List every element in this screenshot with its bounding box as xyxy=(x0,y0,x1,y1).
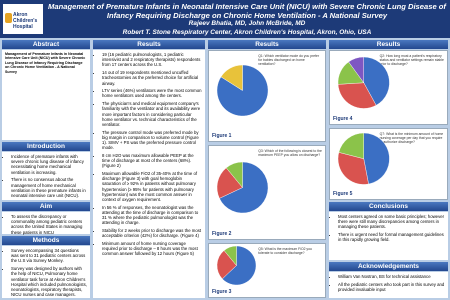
affiliation: Robert T. Stone Respiratory Center, Akro… xyxy=(122,29,372,36)
pie-slice xyxy=(338,133,364,160)
figure-label: Figure 3 xyxy=(212,289,232,295)
logo: Akron Children's Hospital xyxy=(3,4,43,34)
header-band xyxy=(0,0,450,38)
section-heading: Introduction xyxy=(2,142,90,151)
abstract-text: Management of Premature Infants in Neona… xyxy=(2,50,90,140)
figure-label: Figure 2 xyxy=(212,231,232,237)
bullet-list: Most centers agreed on some basic princi… xyxy=(332,214,445,243)
bullet: LTV series (46%) ventilators were the mo… xyxy=(102,88,202,98)
bullet: To assess the discrepancy or commonality… xyxy=(11,214,87,235)
figure-question: Q5: What is the maximum FiO2 you tolerat… xyxy=(258,247,312,255)
pie-chart xyxy=(216,161,269,214)
figure-panel: Q5: What is the maximum FiO2 you tolerat… xyxy=(208,243,326,298)
bullet: Minimum amount of home nursing coverage … xyxy=(102,241,202,257)
pie-slice xyxy=(216,250,237,280)
figure-label: Figure 4 xyxy=(333,116,353,122)
section-heading: Results xyxy=(208,40,326,49)
figure-panel: Q7: What is the minimum amount of home n… xyxy=(329,128,448,200)
figure-label: Figure 1 xyxy=(212,133,232,139)
section-heading: Results xyxy=(329,40,448,49)
authors: Rajeev Bhatia, MD, John McBride, MD xyxy=(188,20,306,27)
figure-panel: Q1: Which ventilator mode do you prefer … xyxy=(208,50,326,142)
pie-chart xyxy=(216,65,269,117)
bullet: The physician's and medical equipment co… xyxy=(102,101,202,127)
bullet: There is urgent need for formal manageme… xyxy=(338,232,445,242)
pie-slice xyxy=(219,161,269,214)
pie-slice xyxy=(348,56,364,84)
pie-slice xyxy=(223,245,237,267)
bullet: Survey was designed by authors with the … xyxy=(11,266,87,297)
section-box: William Van Nostran, BS for technical as… xyxy=(329,272,448,298)
bullet: All the pediatric centers who took part … xyxy=(338,282,445,292)
pie-slice xyxy=(337,152,369,185)
pie-chart xyxy=(337,133,390,185)
bullet: In 56 % of responses, the neonatologist … xyxy=(102,205,202,226)
section-box: To assess the discrepancy or commonality… xyxy=(2,212,90,235)
bullet: There is no consensus about the manageme… xyxy=(11,177,87,198)
bullet: 8 cm H2O was maximum allowable PEEP at t… xyxy=(102,153,202,169)
bullet: William Van Nostran, BS for technical as… xyxy=(338,274,445,279)
section-box: Survey encompassing 34 questions was sen… xyxy=(2,246,90,298)
figure-question: Q1: Which ventilator mode do you prefer … xyxy=(258,54,320,66)
section-box: Most centers agreed on some basic princi… xyxy=(329,212,448,260)
bullet: Maximum allowable FiO2 of 35-40% at the … xyxy=(102,171,202,202)
bullet: 14 out of 19 respondents mentioned uncuf… xyxy=(102,70,202,86)
bullet: Stability for 2 weeks prior to discharge… xyxy=(102,228,202,238)
bullet: 19 (16 pediatric pulmonologists, 1 pedia… xyxy=(102,52,202,68)
figure-panel: Q3: Which of the following is closest to… xyxy=(208,145,326,240)
section-heading: Acknowledgements xyxy=(329,262,448,271)
bullet: The pressure control mode was preferred … xyxy=(102,130,202,151)
section-box: Incidence of premature infants with seve… xyxy=(2,152,90,200)
section-heading: Results xyxy=(93,40,205,49)
section-heading: Conclusions xyxy=(329,202,448,211)
figure-question: Q3: Which of the following is closest to… xyxy=(258,149,322,157)
pie-slice xyxy=(222,245,257,286)
figure-label: Figure 5 xyxy=(333,191,353,197)
bullet: Incidence of premature infants with seve… xyxy=(11,154,87,175)
bullet-list: Incidence of premature infants with seve… xyxy=(5,154,87,198)
section-heading: Abstract xyxy=(2,40,90,49)
bullet-list: William Van Nostran, BS for technical as… xyxy=(332,274,445,292)
pie-slice xyxy=(337,82,377,109)
figure-panel: Q2: How long must a patient's respirator… xyxy=(329,50,448,125)
pie-slice xyxy=(220,65,243,92)
pie-chart xyxy=(337,56,390,109)
figure-question: Q2: How long must a patient's respirator… xyxy=(379,54,444,66)
pie-slice xyxy=(363,133,390,185)
pie-chart xyxy=(216,245,257,286)
bullet: Most centers agreed on some basic princi… xyxy=(338,214,445,230)
figure-question: Q7: What is the minimum amount of home n… xyxy=(379,132,444,144)
poster-title: Management of Premature Infants in Neona… xyxy=(48,2,446,20)
section-heading: Aim xyxy=(2,202,90,211)
pie-slice xyxy=(225,161,243,189)
bullet: Survey encompassing 34 questions was sen… xyxy=(11,248,87,264)
pie-slice xyxy=(363,56,390,106)
bullet-list: Survey encompassing 34 questions was sen… xyxy=(5,248,87,297)
section-heading: Methods xyxy=(2,236,90,245)
section-box: 19 (16 pediatric pulmonologists, 1 pedia… xyxy=(93,50,205,298)
bullet-list: 19 (16 pediatric pulmonologists, 1 pedia… xyxy=(96,52,202,257)
bullet-list: To assess the discrepancy or commonality… xyxy=(5,214,87,235)
